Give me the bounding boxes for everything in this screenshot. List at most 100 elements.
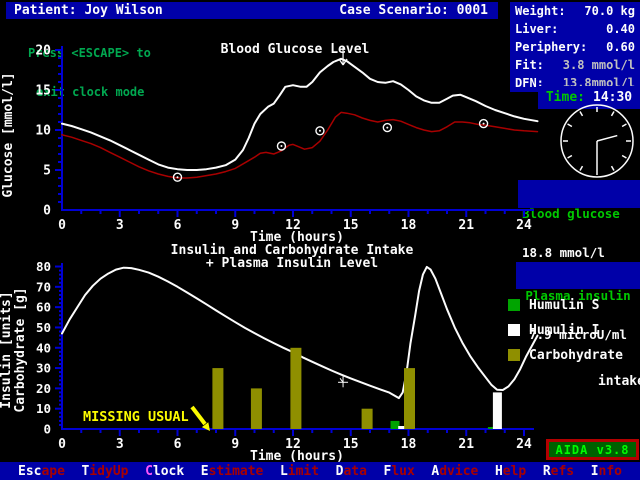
param-liver: Liver: 0.40 [515,22,635,36]
glucose-chart-title: Blood Glucose Level [221,42,370,57]
blood-glucose-chart: Blood Glucose Level 0 5 10 15 20 0 3 6 9 12 15 18 21 2… [1,42,539,243]
insulin-xtick-label: 9 [231,437,239,452]
insulin-ytick-label: 50 [36,320,51,335]
patient-name: Patient: Joy Wilson [14,3,163,18]
menu-item-flux[interactable]: Flux [383,463,415,479]
measured-glucose-marker [382,122,393,133]
glucose-xtick-label: 9 [231,218,239,233]
menu-bar: Escape TidyUp Clock Estimate Limit Data Flux Ad… [0,462,640,480]
insulin-xtick-label: 24 [516,437,532,452]
menu-item-refs[interactable]: Refs [542,463,575,479]
measured-glucose-marker [478,118,489,129]
time-cursor-arrow [338,46,348,66]
menu-item-advice[interactable]: Advice [431,463,479,479]
glucose-ytick-label: 0 [43,204,51,219]
carbohydrate-swatch-icon [508,349,520,361]
annotation-arrow-icon [190,405,210,431]
insulin-ytick-label: 10 [36,401,51,416]
legend-item-humulin-i: Humulin I [508,324,599,337]
clock-tick [579,165,584,171]
carbohydrate-intake-bar [404,368,415,429]
glucose-xtick-label: 0 [58,218,66,233]
carbohydrate-yaxis-title: Carbohydrate [g] [13,287,28,412]
param-periphery: Periphery: 0.60 [515,40,635,54]
legend-item-humulin-s: Humulin S [508,299,599,312]
clock-hour-hand [596,134,618,142]
clock-tick [579,111,584,117]
clock-mode-hint: Press <ESCAPE> to exit clock mode [28,46,151,99]
measured-glucose-marker [276,141,287,151]
menu-item-tidyup[interactable]: TidyUp [81,463,129,479]
aida-version-badge: AIDA v3.8 [546,439,639,460]
humulin-s-bar [487,427,494,429]
plasma-insulin-readout: Plasma insulin 7.9 microU/ml [516,262,640,341]
glucose-ytick-label: 15 [35,84,51,99]
time-box: Time: 14:30 [538,86,640,109]
analog-clock-icon [560,104,634,178]
humulin-i-bar [398,426,405,429]
glucose-xtick-label: 24 [516,218,532,233]
clock-tick [621,123,627,128]
insulin-yaxis-title: Insulin [units] [0,291,14,408]
humulin-i-swatch-icon [508,324,520,336]
menu-item-limit[interactable]: Limit [279,463,320,479]
legend-item-carbohydrate: Carbohydrate intake [508,349,640,388]
menu-item-clock[interactable]: Clock [145,463,185,479]
insulin-xtick-label: 21 [458,437,474,452]
param-fit: Fit: 3.8 mmol/l [515,58,635,72]
glucose-xtick-label: 12 [285,218,301,233]
insulin-ytick-label: 20 [36,381,51,396]
insulin-ytick-label: 30 [36,361,51,376]
clock-tick [567,123,573,128]
measured-glucose-marker [315,126,325,136]
glucose-xtick-label: 6 [174,218,182,233]
glucose-curve-fitted [61,111,539,179]
insulin-ytick-label: 0 [43,422,51,437]
menu-item-estimate[interactable]: Estimate [200,463,264,479]
insulin-xtick-label: 15 [343,437,359,452]
carbohydrate-intake-bar [361,408,373,429]
insulin-xaxis-title: Time (hours) [250,449,344,462]
insulin-ytick-label: 60 [36,300,51,315]
menu-item-info[interactable]: Info [590,463,622,479]
insulin-xtick-label: 3 [116,437,124,452]
menu-item-escape[interactable]: Escape [18,463,65,479]
clock-face [560,104,634,178]
insulin-ytick-label: 70 [36,279,51,294]
glucose-yaxis-title: Glucose [mmol/l] [1,72,16,197]
insulin-xtick-label: 0 [58,437,66,452]
glucose-xaxis-title: Time (hours) [250,230,344,243]
carbohydrate-intake-bar [290,347,302,429]
plasma-insulin-curve [61,265,539,400]
clock-tick [567,154,573,159]
param-weight: Weight: 70.0 kg [515,4,635,18]
glucose-ytick-label: 10 [35,124,51,139]
carbohydrate-intake-bar [250,388,262,429]
insulin-carbohydrate-chart: Insulin and Carbohydrate Intake+ Plasma … [0,243,539,462]
insulin-xtick-label: 6 [174,437,182,452]
clock-tick [610,165,615,171]
insulin-xtick-label: 18 [401,437,417,452]
glucose-xtick-label: 18 [401,218,417,233]
glucose-xtick-label: 15 [343,218,359,233]
insulin-chart-subtitle: + Plasma Insulin Level [206,256,378,271]
clock-tick [610,111,615,117]
time-cursor-cross [338,376,349,388]
humulin-s-bar [390,420,400,429]
humulin-s-swatch-icon [508,299,520,311]
clock-tick [621,154,627,159]
glucose-xtick-label: 21 [458,218,474,233]
insulin-chart-title: Insulin and Carbohydrate Intake [171,243,414,258]
insulin-xtick-label: 12 [285,437,301,452]
blood-glucose-readout: Blood glucose 18.8 mmol/l [518,180,640,259]
header-bar: Patient: Joy Wilson Case Scenario: 0001 [6,2,498,19]
glucose-ytick-label: 5 [43,164,51,179]
insulin-ytick-label: 80 [36,259,51,274]
carbohydrate-intake-bar [212,368,224,429]
measured-glucose-marker [172,172,183,182]
glucose-xtick-label: 3 [116,218,124,233]
glucose-ytick-label: 20 [35,44,51,59]
menu-item-help[interactable]: Help [494,463,527,479]
menu-item-data[interactable]: Data [335,463,367,479]
